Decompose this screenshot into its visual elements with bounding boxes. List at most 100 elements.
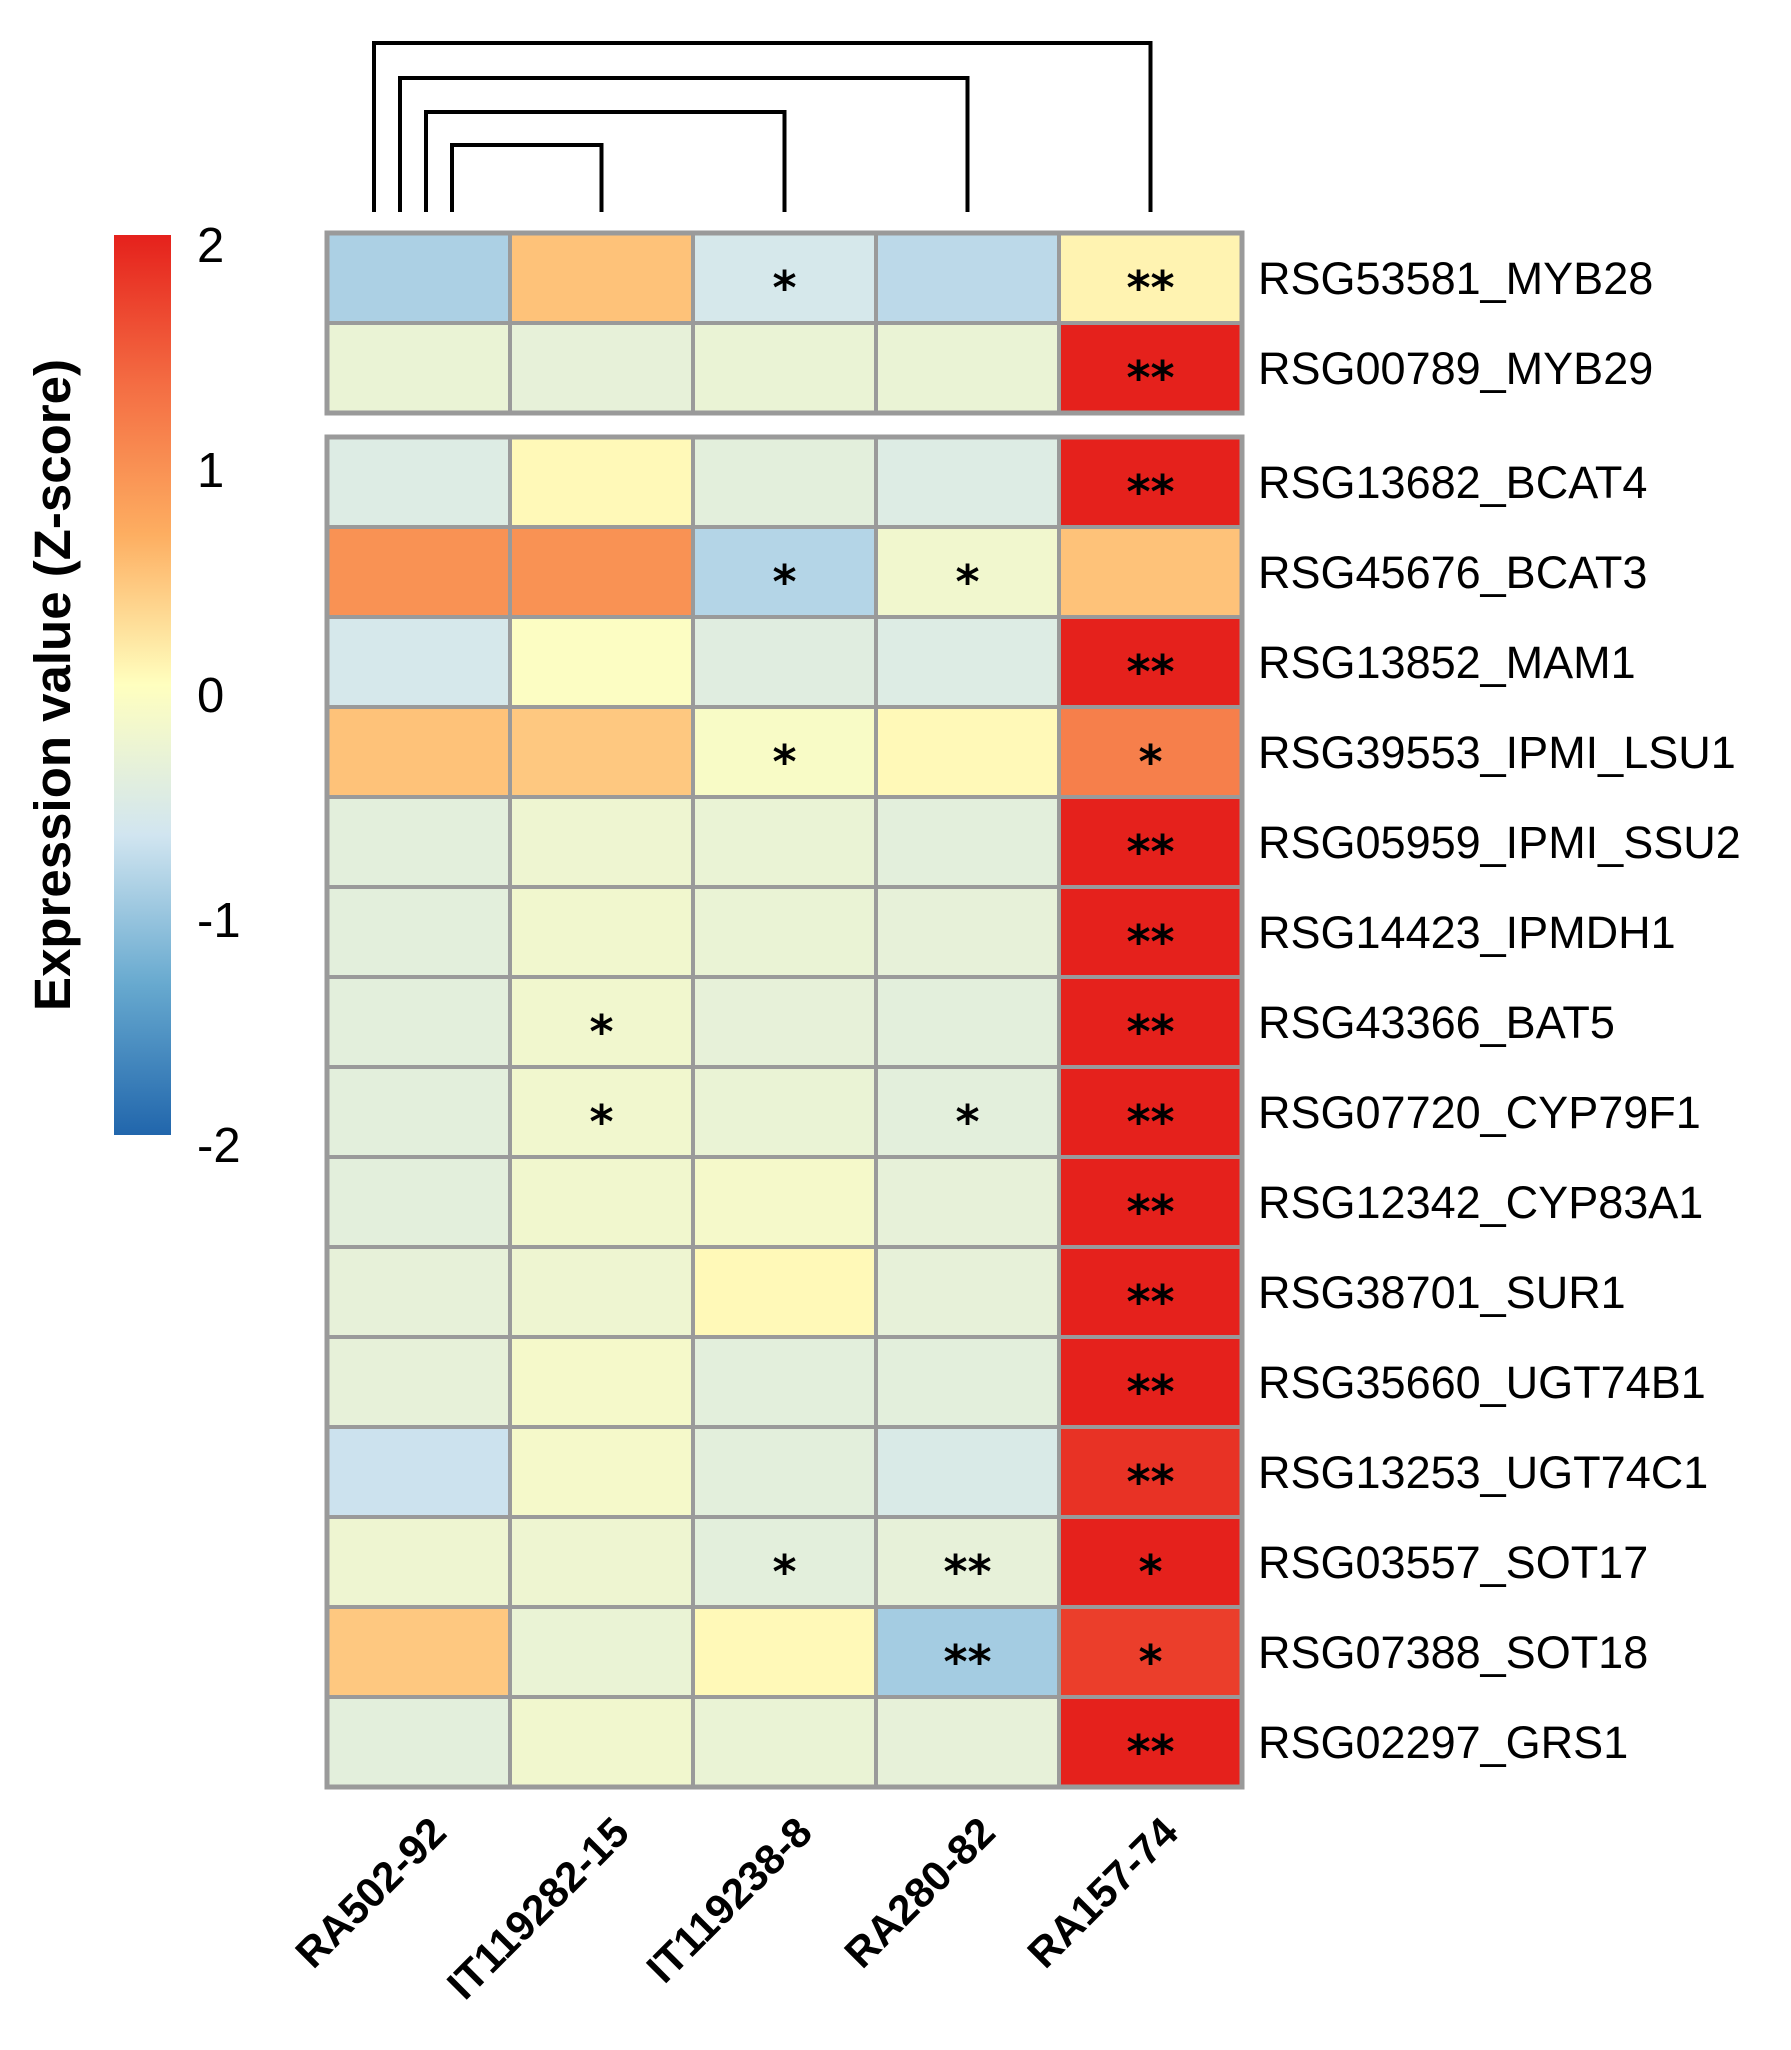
column-label: IT119238-8 <box>637 1808 821 1992</box>
heatmap-cell <box>691 1155 878 1249</box>
heatmap-group-border <box>324 230 1245 416</box>
row-label: RSG07720_CYP79F1 <box>1258 1087 1701 1138</box>
significance-marker: * <box>955 555 979 609</box>
legend-color-bar <box>114 235 171 1135</box>
heatmap-cell <box>508 321 695 415</box>
heatmap-cell <box>691 1695 878 1789</box>
significance-marker: ** <box>1126 915 1174 969</box>
heatmap-cell <box>325 1605 512 1699</box>
heatmap-cell <box>325 975 512 1069</box>
significance-marker: ** <box>1126 825 1174 879</box>
legend-tick-label: -1 <box>197 894 241 948</box>
row-labels: RSG53581_MYB28 RSG00789_MYB29 RSG13682_BCA… <box>1258 253 1741 1768</box>
significance-marker: * <box>772 735 796 789</box>
row-label: RSG05959_IPMI_SSU2 <box>1258 817 1741 868</box>
legend-tick-label: -2 <box>197 1119 241 1173</box>
column-label: RA502-92 <box>286 1808 455 1977</box>
heatmap-cells <box>324 230 1245 1790</box>
significance-marker: ** <box>1126 261 1174 315</box>
heatmap-cell <box>691 1335 878 1429</box>
heatmap-cell <box>691 705 878 799</box>
heatmap-cell <box>874 435 1061 529</box>
significance-marker: * <box>772 1545 796 1599</box>
significance-marker: ** <box>943 1545 991 1599</box>
column-label: RA280-82 <box>835 1808 1004 1977</box>
heatmap-cell <box>508 1425 695 1519</box>
heatmap-cell <box>691 1425 878 1519</box>
dendrogram-branch <box>398 76 970 212</box>
heatmap-cell <box>691 885 878 979</box>
row-label: RSG35660_UGT74B1 <box>1258 1357 1706 1408</box>
heatmap-cell <box>1057 525 1244 619</box>
row-label: RSG38701_SUR1 <box>1258 1267 1626 1318</box>
significance-marker: ** <box>1126 1365 1174 1419</box>
heatmap-cell <box>874 1155 1061 1249</box>
heatmap-cell <box>508 1695 695 1789</box>
dendrogram-branch <box>424 110 787 212</box>
heatmap-cell <box>874 1695 1061 1789</box>
heatmap-cell <box>325 1335 512 1429</box>
legend-tick-label: 0 <box>197 669 224 723</box>
heatmap-cell <box>325 321 512 415</box>
heatmap-cell <box>874 231 1061 325</box>
color-legend: Expression value (Z-score) 2 1 0 -1 -2 <box>24 219 241 1173</box>
heatmap-cell <box>325 231 512 325</box>
heatmap-cell <box>874 885 1061 979</box>
heatmap-cell <box>691 795 878 889</box>
significance-marker: * <box>1138 1635 1162 1689</box>
significance-marker: ** <box>1126 1455 1174 1509</box>
heatmap-cell <box>691 1245 878 1339</box>
heatmap-cell <box>325 885 512 979</box>
significance-marker: * <box>772 261 796 315</box>
heatmap-cell <box>874 615 1061 709</box>
significance-marker: ** <box>943 1635 991 1689</box>
heatmap-cell <box>508 1605 695 1699</box>
dendrogram-branch <box>450 143 604 212</box>
row-label: RSG53581_MYB28 <box>1258 253 1653 304</box>
row-label: RSG39553_IPMI_LSU1 <box>1258 727 1736 778</box>
heatmap-cell <box>508 615 695 709</box>
heatmap-cell <box>508 885 695 979</box>
significance-marker: ** <box>1126 1725 1174 1779</box>
dendrogram-branch <box>372 41 1153 212</box>
row-label: RSG13253_UGT74C1 <box>1258 1447 1708 1498</box>
row-label: RSG43366_BAT5 <box>1258 997 1615 1048</box>
heatmap-cell <box>874 1335 1061 1429</box>
row-label: RSG13682_BCAT4 <box>1258 457 1647 508</box>
column-label: IT119282-15 <box>438 1808 638 2008</box>
heatmap-cell <box>691 525 878 619</box>
column-label: RA157-74 <box>1018 1808 1187 1977</box>
significance-marker: * <box>1138 735 1162 789</box>
heatmap-cell <box>325 615 512 709</box>
row-label: RSG14423_IPMDH1 <box>1258 907 1676 958</box>
heatmap-cell <box>691 321 878 415</box>
heatmap-cell <box>325 705 512 799</box>
heatmap-cell <box>508 1155 695 1249</box>
heatmap-cell <box>691 975 878 1069</box>
heatmap-cell <box>508 435 695 529</box>
heatmap-cell <box>508 231 695 325</box>
row-label: RSG07388_SOT18 <box>1258 1627 1648 1678</box>
row-label: RSG03557_SOT17 <box>1258 1537 1648 1588</box>
significance-markers: * ******* **** ****** *** * *********** ** *** **… <box>589 261 1174 1779</box>
significance-marker: * <box>955 1095 979 1149</box>
heatmap-cell <box>874 975 1061 1069</box>
row-label: RSG13852_MAM1 <box>1258 637 1636 688</box>
heatmap-cell <box>325 1695 512 1789</box>
row-label: RSG45676_BCAT3 <box>1258 547 1647 598</box>
heatmap-cell <box>874 1515 1061 1609</box>
significance-marker: ** <box>1126 465 1174 519</box>
heatmap-cell <box>325 1515 512 1609</box>
heatmap-cell <box>1057 705 1244 799</box>
heatmap-cell <box>874 321 1061 415</box>
heatmap-cell <box>1057 435 1244 529</box>
heatmap-cell <box>508 1245 695 1339</box>
heatmap-cell <box>508 525 695 619</box>
heatmap-cell <box>874 1425 1061 1519</box>
heatmap-cell <box>508 1335 695 1429</box>
significance-marker: ** <box>1126 1185 1174 1239</box>
significance-marker: * <box>772 555 796 609</box>
heatmap-cell <box>508 705 695 799</box>
heatmap-cell <box>691 615 878 709</box>
heatmap-cell <box>691 435 878 529</box>
